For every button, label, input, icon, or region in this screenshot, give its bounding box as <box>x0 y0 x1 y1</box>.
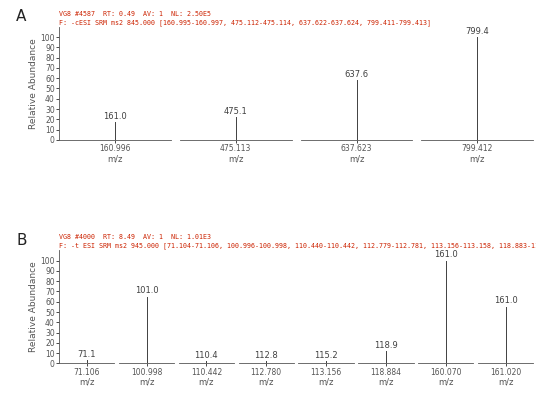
Text: 161.0: 161.0 <box>103 112 127 121</box>
X-axis label: m/z: m/z <box>139 378 154 387</box>
X-axis label: m/z: m/z <box>107 154 123 164</box>
X-axis label: m/z: m/z <box>470 154 485 164</box>
X-axis label: m/z: m/z <box>498 378 513 387</box>
Text: 637.6: 637.6 <box>345 70 369 79</box>
Text: F: -cESI SRM ms2 845.000 [160.995-160.997, 475.112-475.114, 637.622-637.624, 799: F: -cESI SRM ms2 845.000 [160.995-160.99… <box>59 19 431 26</box>
Text: 475.1: 475.1 <box>224 107 248 116</box>
Y-axis label: Relative Abundance: Relative Abundance <box>28 261 38 352</box>
Text: VG8 #4000  RT: 8.49  AV: 1  NL: 1.01E3: VG8 #4000 RT: 8.49 AV: 1 NL: 1.01E3 <box>59 234 211 240</box>
Text: 112.8: 112.8 <box>255 351 278 360</box>
Text: 118.9: 118.9 <box>374 340 398 350</box>
X-axis label: m/z: m/z <box>378 378 393 387</box>
Text: 161.0: 161.0 <box>494 296 517 305</box>
X-axis label: m/z: m/z <box>438 378 453 387</box>
X-axis label: m/z: m/z <box>228 154 243 164</box>
Text: VG8 #4587  RT: 0.49  AV: 1  NL: 2.50E5: VG8 #4587 RT: 0.49 AV: 1 NL: 2.50E5 <box>59 11 211 17</box>
X-axis label: m/z: m/z <box>79 378 94 387</box>
X-axis label: m/z: m/z <box>199 378 214 387</box>
Text: 71.1: 71.1 <box>77 350 96 359</box>
Text: B: B <box>16 233 27 248</box>
X-axis label: m/z: m/z <box>349 154 364 164</box>
Text: A: A <box>16 9 27 24</box>
Text: 161.0: 161.0 <box>434 250 458 259</box>
Text: 115.2: 115.2 <box>314 351 338 360</box>
Text: F: -t ESI SRM ms2 945.000 [71.104-71.106, 100.996-100.998, 110.440-110.442, 112.: F: -t ESI SRM ms2 945.000 [71.104-71.106… <box>59 243 536 250</box>
Text: 110.4: 110.4 <box>195 351 218 360</box>
Y-axis label: Relative Abundance: Relative Abundance <box>28 38 38 129</box>
X-axis label: m/z: m/z <box>258 378 274 387</box>
X-axis label: m/z: m/z <box>318 378 334 387</box>
Text: 799.4: 799.4 <box>465 26 489 36</box>
Text: 101.0: 101.0 <box>135 286 158 295</box>
